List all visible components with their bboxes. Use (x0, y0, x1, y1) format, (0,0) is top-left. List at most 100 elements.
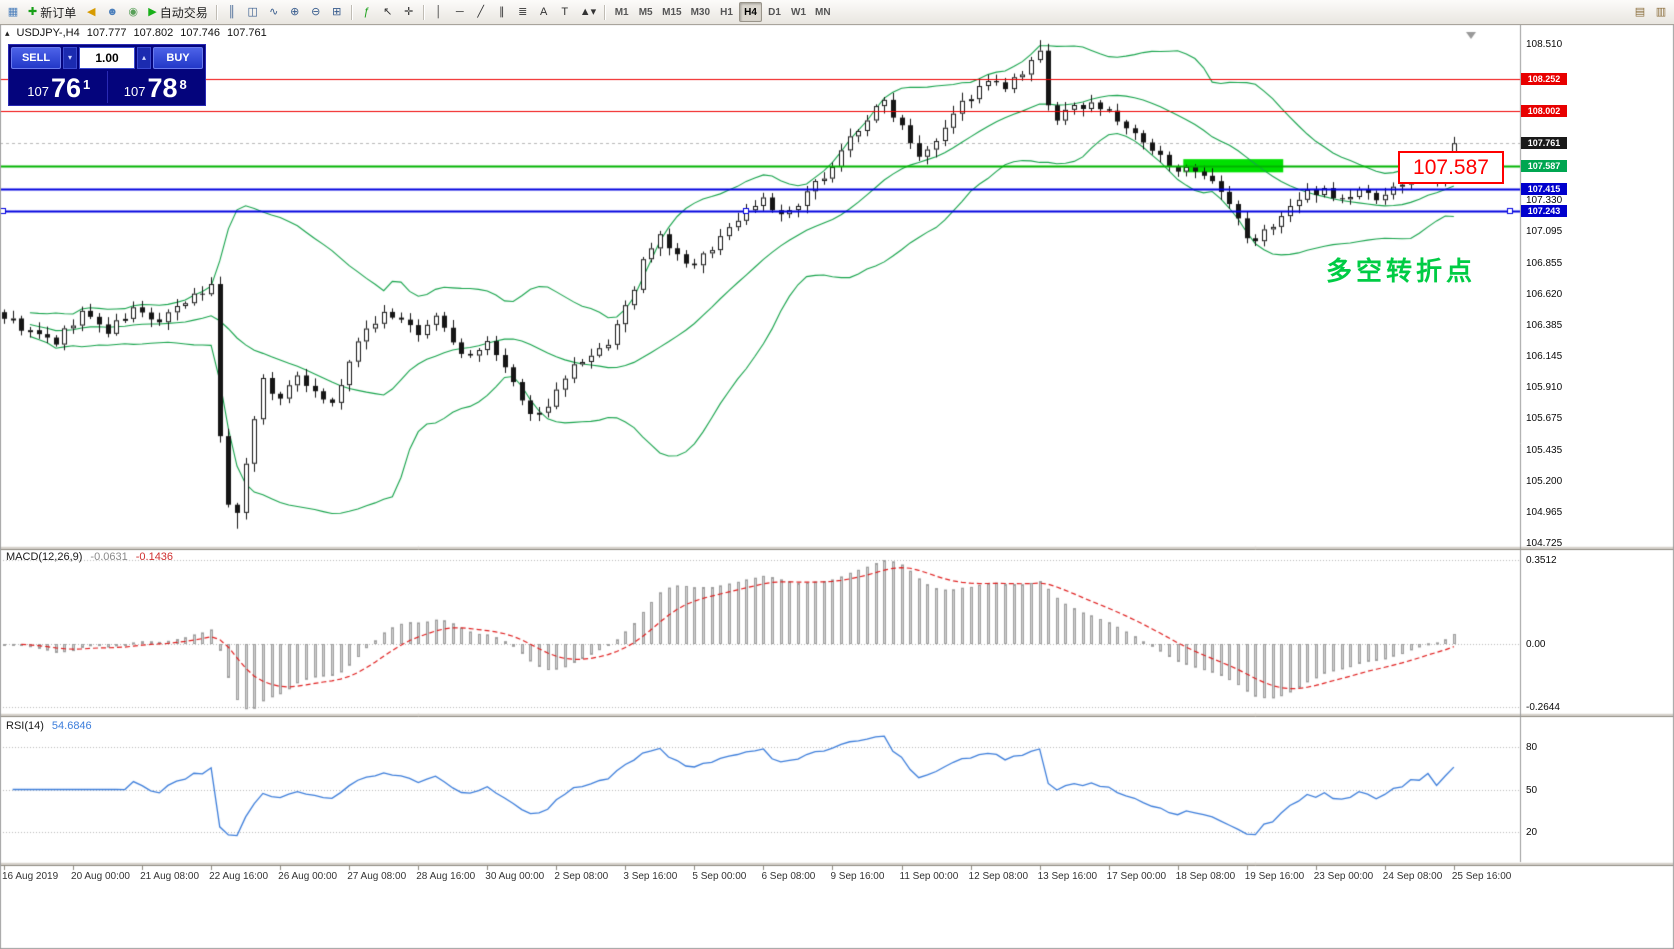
toolbar-separator (350, 4, 353, 20)
zoom-in-icon: ⊕ (290, 5, 300, 18)
profiles-button[interactable]: ▤ (1630, 2, 1650, 22)
sell-price-big: 76 (50, 73, 81, 103)
sell-button[interactable]: SELL (11, 47, 61, 69)
turning-point-annotation[interactable]: 多空转折点 (1326, 256, 1477, 286)
trendline-icon: ╱ (477, 5, 485, 18)
shapes-button[interactable]: ▲▾ (576, 2, 600, 22)
timeframe-h1-button[interactable]: H1 (715, 2, 738, 22)
new-order-icon: ✚ (28, 5, 38, 18)
timeframe-m1-button[interactable]: M1 (610, 2, 633, 22)
label-icon: T (561, 5, 569, 18)
community-icon: ☻ (106, 5, 119, 18)
alerts-icon: ◀ (87, 5, 96, 18)
rsi-title: RSI(14) (6, 720, 44, 732)
community-button[interactable]: ☻ (102, 2, 122, 22)
buy-price-prefix: 107 (123, 84, 146, 99)
charts-list-button[interactable]: ▥ (1651, 2, 1671, 22)
crosshair-button[interactable]: ✛ (399, 2, 419, 22)
chart-quote-info: ▴ USDJPY-,H4 107.777 107.802 107.746 107… (5, 27, 267, 39)
volume-input[interactable] (79, 47, 135, 69)
new-chart-icon: ▦ (7, 5, 19, 18)
rsi-indicator-label: RSI(14) 54.6846 (6, 720, 92, 732)
buy-price-pip: 8 (179, 77, 187, 92)
line-chart-button[interactable]: ∿ (264, 2, 284, 22)
bar-chart-button[interactable]: ║ (222, 2, 242, 22)
main-toolbar: ▦ ✚ 新订单 ◀ ☻ ◉ ▶ 自动交易 ║ ◫ ∿ ⊕ ⊖ ⊞ ƒ ↖ ✛ │ ─ ╱ ∥ ≣ A T ▲▾ M1 M5 M15 M3… (0, 0, 1674, 25)
channel-icon: ∥ (498, 5, 505, 18)
arrange-windows-icon: ⊞ (332, 5, 342, 18)
horizontal-line-button[interactable]: ─ (450, 2, 470, 22)
sell-price-prefix: 107 (27, 84, 49, 99)
label-button[interactable]: T (555, 2, 575, 22)
fibonacci-icon: ≣ (518, 5, 528, 18)
shapes-icon: ▲▾ (579, 5, 597, 18)
toolbar-separator (604, 4, 607, 20)
cursor-button[interactable]: ↖ (378, 2, 398, 22)
timeframe-w1-button[interactable]: W1 (787, 2, 810, 22)
vertical-line-button[interactable]: │ (429, 2, 449, 22)
horizontal-line-icon: ─ (455, 5, 464, 18)
timeframe-d1-button[interactable]: D1 (763, 2, 786, 22)
text-icon: A (540, 5, 548, 18)
timeframe-mn-button[interactable]: MN (811, 2, 835, 22)
buy-price-display[interactable]: 107 78 8 (106, 71, 204, 103)
fibonacci-button[interactable]: ≣ (513, 2, 533, 22)
macd-indicator-label: MACD(12,26,9) -0.0631 -0.1436 (6, 551, 173, 563)
alerts-button[interactable]: ◀ (81, 2, 101, 22)
bar-chart-icon: ║ (227, 5, 236, 18)
macd-main-value: -0.0631 (90, 551, 128, 563)
macd-title: MACD(12,26,9) (6, 551, 83, 563)
arrange-windows-button[interactable]: ⊞ (327, 2, 347, 22)
zoom-out-button[interactable]: ⊖ (306, 2, 326, 22)
candlestick-chart-button[interactable]: ◫ (243, 2, 263, 22)
trade-controls-row: SELL ▾ ▴ BUY (11, 47, 203, 69)
charts-list-icon: ▥ (1655, 5, 1667, 18)
candlestick-chart-icon: ◫ (247, 5, 258, 18)
autotrading-button-label: 自动交易 (159, 5, 208, 20)
text-button[interactable]: A (534, 2, 554, 22)
sell-price-display[interactable]: 107 76 1 (11, 71, 107, 103)
quote-low: 107.746 (180, 27, 220, 39)
quote-open: 107.777 (86, 27, 127, 39)
trendline-button[interactable]: ╱ (471, 2, 491, 22)
cursor-icon: ↖ (383, 5, 393, 18)
zoom-out-icon: ⊖ (311, 5, 321, 18)
autotrading-button[interactable]: ▶ 自动交易 (144, 2, 211, 22)
help-icon: ◉ (128, 5, 139, 18)
volume-down-button[interactable]: ▾ (63, 47, 77, 69)
quote-close: 107.761 (227, 27, 267, 39)
indicators-button[interactable]: ƒ (357, 2, 377, 22)
new-order-button[interactable]: ✚ 新订单 (24, 2, 80, 22)
zoom-in-button[interactable]: ⊕ (285, 2, 305, 22)
timeframe-m15-button[interactable]: M15 (658, 2, 685, 22)
toolbar-separator (215, 4, 218, 20)
line-chart-icon: ∿ (269, 5, 279, 18)
timeframe-m5-button[interactable]: M5 (634, 2, 657, 22)
rsi-value: 54.6846 (51, 720, 92, 732)
timeframe-h4-button[interactable]: H4 (739, 2, 763, 22)
symbol-period-label: USDJPY-,H4 (16, 27, 80, 39)
help-button[interactable]: ◉ (123, 2, 143, 22)
volume-up-button[interactable]: ▴ (137, 47, 151, 69)
macd-signal-value: -0.1436 (135, 551, 174, 563)
vertical-line-icon: │ (435, 5, 443, 18)
trade-prices-row: 107 76 1 107 78 8 (11, 71, 203, 103)
toolbar-separator (422, 4, 425, 20)
autotrading-icon: ▶ (148, 5, 157, 18)
indicators-icon: ƒ (363, 5, 370, 18)
channel-button[interactable]: ∥ (492, 2, 512, 22)
price-callout-box[interactable]: 107.587 (1398, 151, 1504, 184)
buy-price-big: 78 (147, 73, 178, 103)
buy-button[interactable]: BUY (153, 47, 203, 69)
new-order-button-label: 新订单 (40, 5, 77, 20)
profiles-icon: ▤ (1634, 5, 1646, 18)
one-click-trading-panel: SELL ▾ ▴ BUY 107 76 1 107 78 8 (8, 44, 206, 106)
new-chart-button[interactable]: ▦ (3, 2, 23, 22)
sell-price-pip: 1 (83, 77, 91, 92)
crosshair-icon: ✛ (404, 5, 414, 18)
quote-high: 107.802 (133, 27, 174, 39)
timeframe-m30-button[interactable]: M30 (687, 2, 714, 22)
one-click-collapse-icon[interactable]: ▴ (5, 27, 10, 38)
